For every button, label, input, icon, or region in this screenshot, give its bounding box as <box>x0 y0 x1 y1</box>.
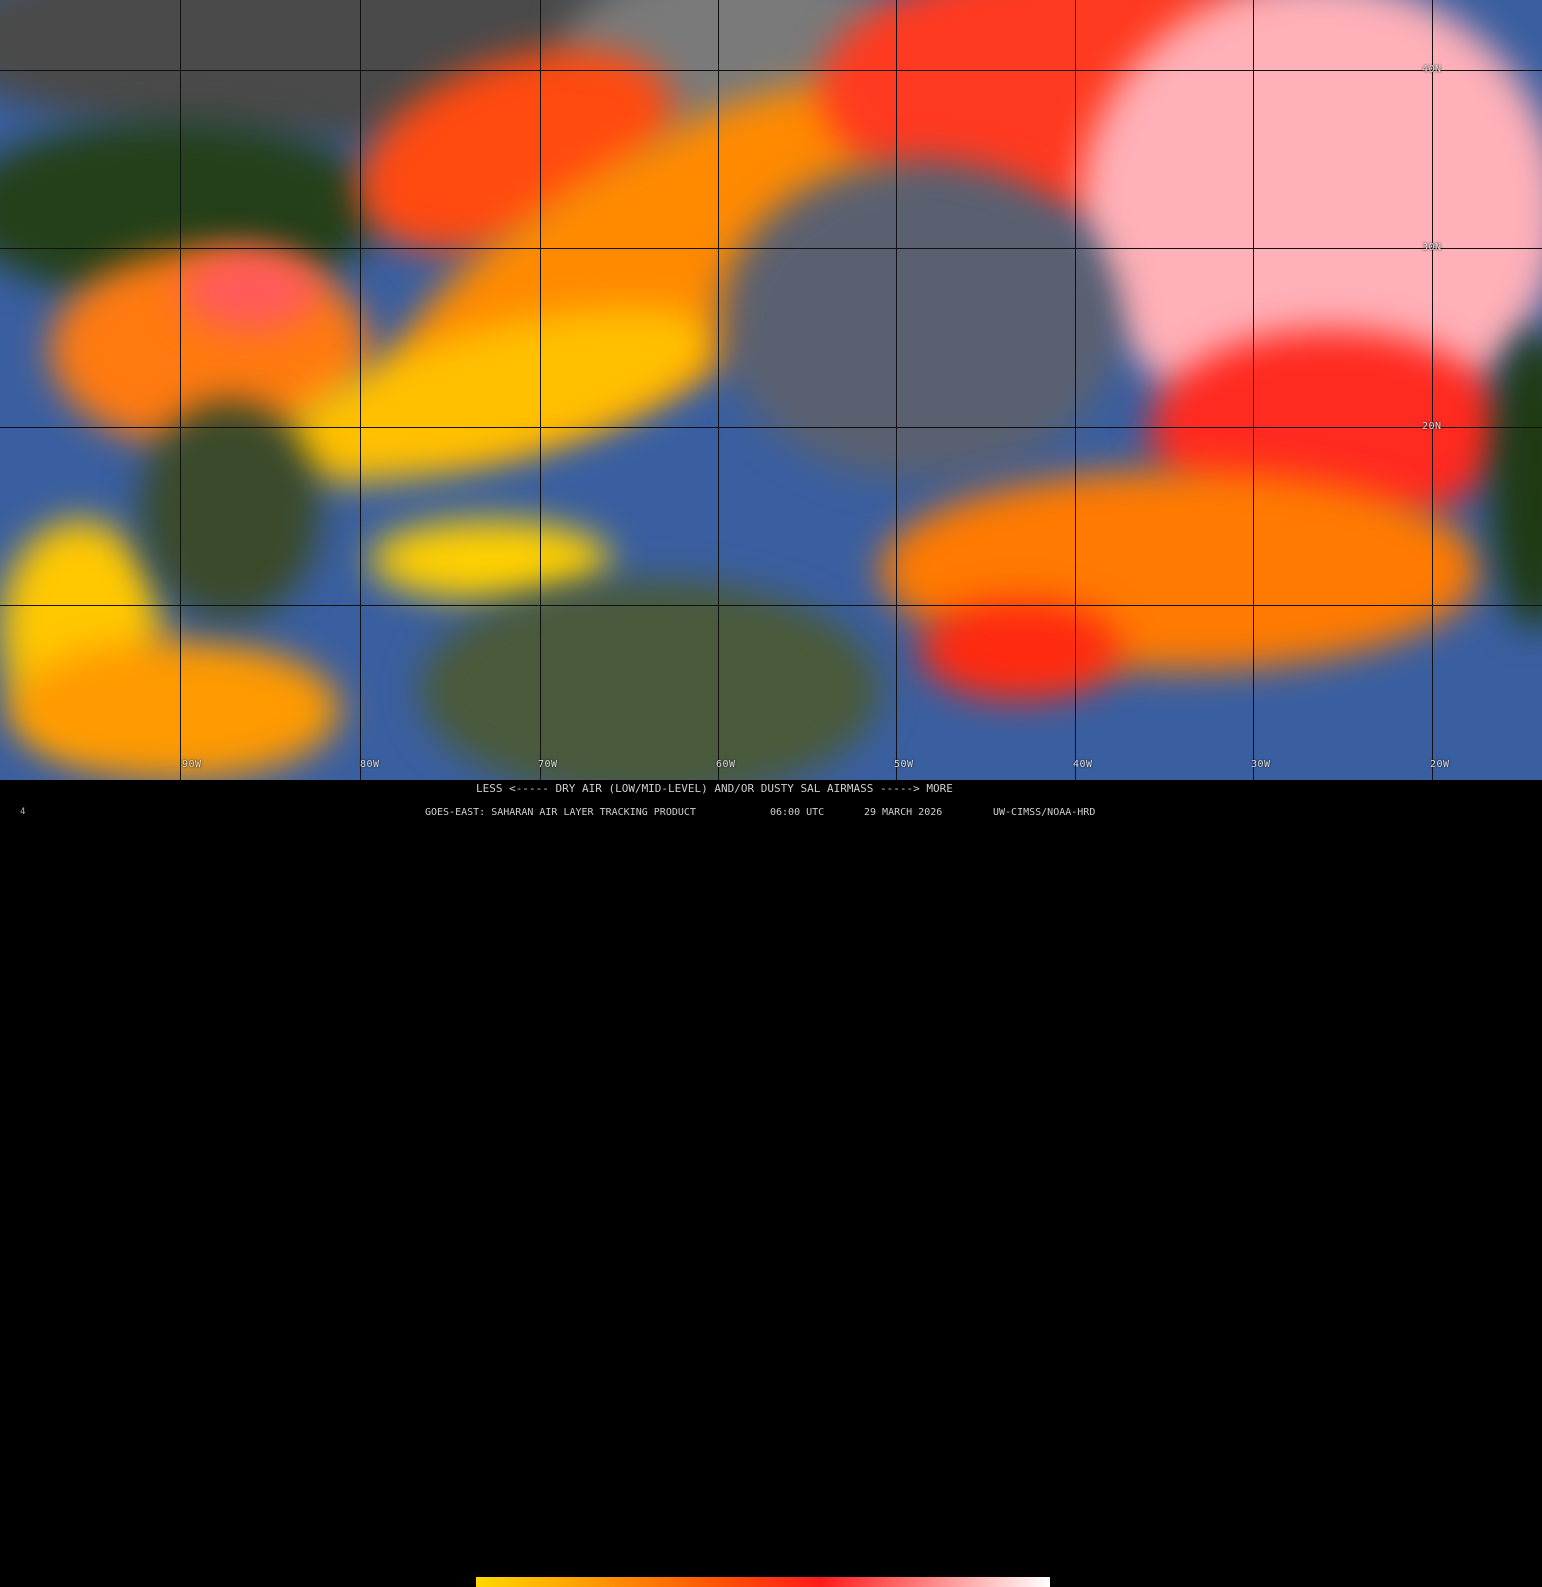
lat-label: 20N <box>1422 421 1442 432</box>
footer-product: GOES-EAST: SAHARAN AIR LAYER TRACKING PR… <box>425 807 696 818</box>
parallel-line <box>0 248 1542 249</box>
parallel-line <box>0 605 1542 606</box>
footer-date: 29 MARCH 2026 <box>864 807 943 818</box>
south-america-land <box>420 580 880 780</box>
lat-label: 30N <box>1422 242 1442 253</box>
legend-panel: LESS <----- DRY AIR (LOW/MID-LEVEL) AND/… <box>0 780 1542 1587</box>
meridian-line <box>180 0 181 780</box>
parallel-line <box>0 427 1542 428</box>
lon-label: 40W <box>1073 759 1093 770</box>
legend-scale-text: LESS <----- DRY AIR (LOW/MID-LEVEL) AND/… <box>476 782 953 795</box>
lat-label: 40N <box>1422 64 1442 75</box>
lon-label: 50W <box>894 759 914 770</box>
legend-color-bar <box>476 1577 1050 1587</box>
meridian-line <box>360 0 361 780</box>
parallel-line <box>0 70 1542 71</box>
meridian-line <box>896 0 897 780</box>
lon-label: 20W <box>1430 759 1450 770</box>
central-america-land <box>140 400 320 620</box>
lon-label: 30W <box>1251 759 1271 770</box>
lon-label: 90W <box>182 759 202 770</box>
tropical-red-patch <box>920 600 1120 700</box>
footer-credit: UW-CIMSS/NOAA-HRD <box>993 807 1096 818</box>
meridian-line <box>718 0 719 780</box>
meridian-line <box>1432 0 1433 780</box>
gulf-red-core <box>180 250 320 330</box>
pacific-orange <box>10 640 340 780</box>
africa-land <box>1490 330 1542 630</box>
meridian-line <box>1075 0 1076 780</box>
corner-mark: 4 <box>20 807 26 817</box>
satellite-map: 40N 30N 20N 90W 80W 70W 60W 50W 40W 30W … <box>0 0 1542 780</box>
meridian-line <box>540 0 541 780</box>
footer-time: 06:00 UTC <box>770 807 825 818</box>
lon-label: 70W <box>538 759 558 770</box>
meridian-line <box>1253 0 1254 780</box>
mid-atlantic-clouds <box>720 160 1120 480</box>
lon-label: 80W <box>360 759 380 770</box>
lon-label: 60W <box>716 759 736 770</box>
